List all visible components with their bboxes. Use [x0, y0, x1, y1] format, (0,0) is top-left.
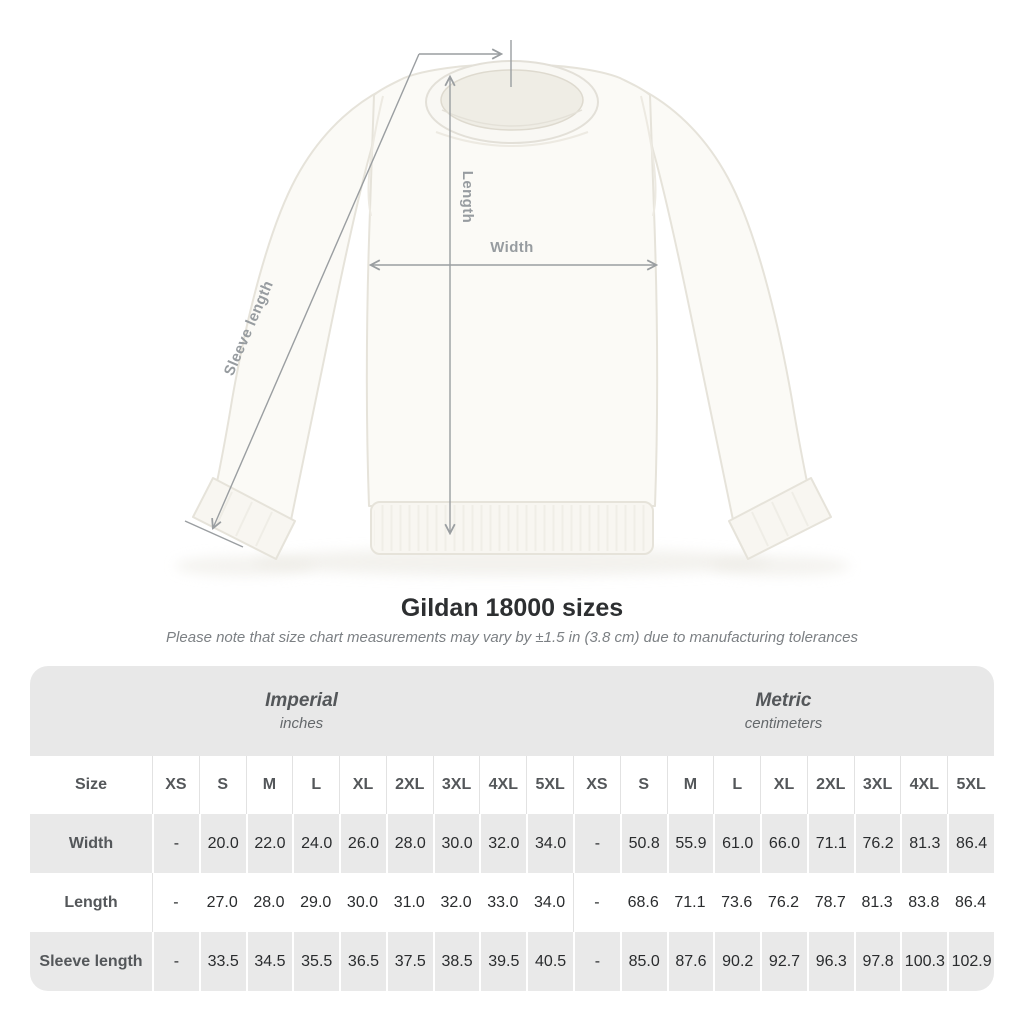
size-col-header: 4XL — [900, 756, 948, 814]
table-cell: 33.0 — [479, 873, 527, 932]
table-cell: 30.0 — [432, 814, 480, 873]
table-cell: 33.5 — [198, 932, 246, 991]
table-cell: - — [573, 932, 620, 991]
table-cell: 87.6 — [666, 932, 714, 991]
size-col-header: XS — [573, 756, 620, 814]
table-cell: 36.5 — [339, 932, 386, 991]
table-cell: 78.7 — [806, 873, 854, 932]
table-cell: 34.0 — [526, 814, 573, 873]
waistband — [370, 501, 654, 555]
table-cell: 37.5 — [385, 932, 433, 991]
table-cell: 39.5 — [479, 932, 527, 991]
table-cell: 90.2 — [713, 932, 761, 991]
table-cell: 97.8 — [853, 932, 901, 991]
table-cell: 34.5 — [245, 932, 293, 991]
collar — [425, 60, 599, 147]
table-cell: - — [152, 814, 199, 873]
table-cell: 50.8 — [619, 814, 667, 873]
sweatshirt-illustration: Length Width Sleeve length — [175, 40, 850, 576]
page-title: Gildan 18000 sizes — [400, 594, 624, 622]
table-cell: 102.9 — [947, 932, 994, 991]
table-cell: 27.0 — [198, 873, 246, 932]
table-cell: - — [573, 814, 620, 873]
table-cell: 86.4 — [947, 814, 994, 873]
table-cell: 35.5 — [292, 932, 340, 991]
table-cell: 85.0 — [619, 932, 667, 991]
size-col-header: 2XL — [385, 756, 433, 814]
table-cell: 71.1 — [806, 814, 854, 873]
table-cell: 31.0 — [385, 873, 433, 932]
size-col-header: 2XL — [806, 756, 854, 814]
tolerance-note: Please note that size chart measurements… — [166, 629, 858, 646]
table-cell: 29.0 — [292, 873, 340, 932]
table-cell: 66.0 — [760, 814, 807, 873]
width-label: Width — [490, 239, 534, 256]
imperial-label: Imperial — [265, 690, 338, 711]
table-cell: 38.5 — [432, 932, 480, 991]
table-cell: 34.0 — [526, 873, 573, 932]
table-cell: 96.3 — [806, 932, 854, 991]
table-cell: 28.0 — [385, 814, 433, 873]
size-col-header: L — [713, 756, 761, 814]
table-cell: 71.1 — [666, 873, 714, 932]
row-label: Length — [30, 873, 152, 932]
table-cell: 100.3 — [900, 932, 948, 991]
right-cuff — [728, 477, 832, 560]
table-cell: 81.3 — [853, 873, 901, 932]
size-col-header: 5XL — [526, 756, 573, 814]
size-col-header: S — [619, 756, 667, 814]
table-cell: 28.0 — [245, 873, 293, 932]
row-label: Width — [30, 814, 152, 873]
size-col-header: XL — [760, 756, 807, 814]
sleeve-measure-line — [213, 53, 420, 528]
size-col-header: M — [245, 756, 293, 814]
table-cell: 86.4 — [947, 873, 994, 932]
table-cell: 61.0 — [713, 814, 761, 873]
metric-label: Metric — [755, 690, 812, 711]
table-cell: 32.0 — [479, 814, 527, 873]
right-armhole-seam — [640, 95, 657, 217]
size-col-header: 4XL — [479, 756, 527, 814]
table-cell: 32.0 — [432, 873, 480, 932]
unit-group-metric: Metric centimeters — [573, 666, 994, 756]
size-chart-table: Imperial inches Metric centimeters Size … — [30, 666, 994, 991]
table-cell: 24.0 — [292, 814, 340, 873]
table-cell: 92.7 — [760, 932, 807, 991]
table-cell: 55.9 — [666, 814, 714, 873]
size-col-header: 3XL — [432, 756, 480, 814]
table-cell: 81.3 — [900, 814, 948, 873]
table-cell: 83.8 — [900, 873, 948, 932]
size-col-header: 5XL — [947, 756, 994, 814]
size-col-header: M — [666, 756, 714, 814]
row-label: Sleeve length — [30, 932, 152, 991]
table-cell: - — [573, 873, 620, 932]
table-cell: 20.0 — [198, 814, 246, 873]
table-cell: 26.0 — [339, 814, 386, 873]
table-cell: 22.0 — [245, 814, 293, 873]
table-cell: 73.6 — [713, 873, 761, 932]
table-cell: 40.5 — [526, 932, 573, 991]
table-cell: 76.2 — [760, 873, 807, 932]
table-cell: - — [152, 873, 199, 932]
product-measurement-figure: Length Width Sleeve length — [175, 40, 850, 576]
left-cuff — [192, 477, 296, 560]
table-cell: 30.0 — [339, 873, 386, 932]
unit-group-imperial: Imperial inches — [30, 666, 573, 756]
size-col-header: 3XL — [853, 756, 901, 814]
size-col-header: L — [292, 756, 340, 814]
size-col-header: XS — [152, 756, 199, 814]
metric-unit-label: centimeters — [744, 715, 823, 732]
table-cell: - — [152, 932, 199, 991]
measurement-lines — [184, 40, 656, 548]
imperial-unit-label: inches — [279, 715, 324, 732]
size-col-header: S — [198, 756, 246, 814]
sleeve-tick-bottom — [184, 520, 244, 548]
size-col-header: XL — [339, 756, 386, 814]
table-cell: 68.6 — [619, 873, 667, 932]
size-header: Size — [30, 756, 152, 814]
length-label: Length — [459, 171, 476, 223]
table-cell: 76.2 — [853, 814, 901, 873]
